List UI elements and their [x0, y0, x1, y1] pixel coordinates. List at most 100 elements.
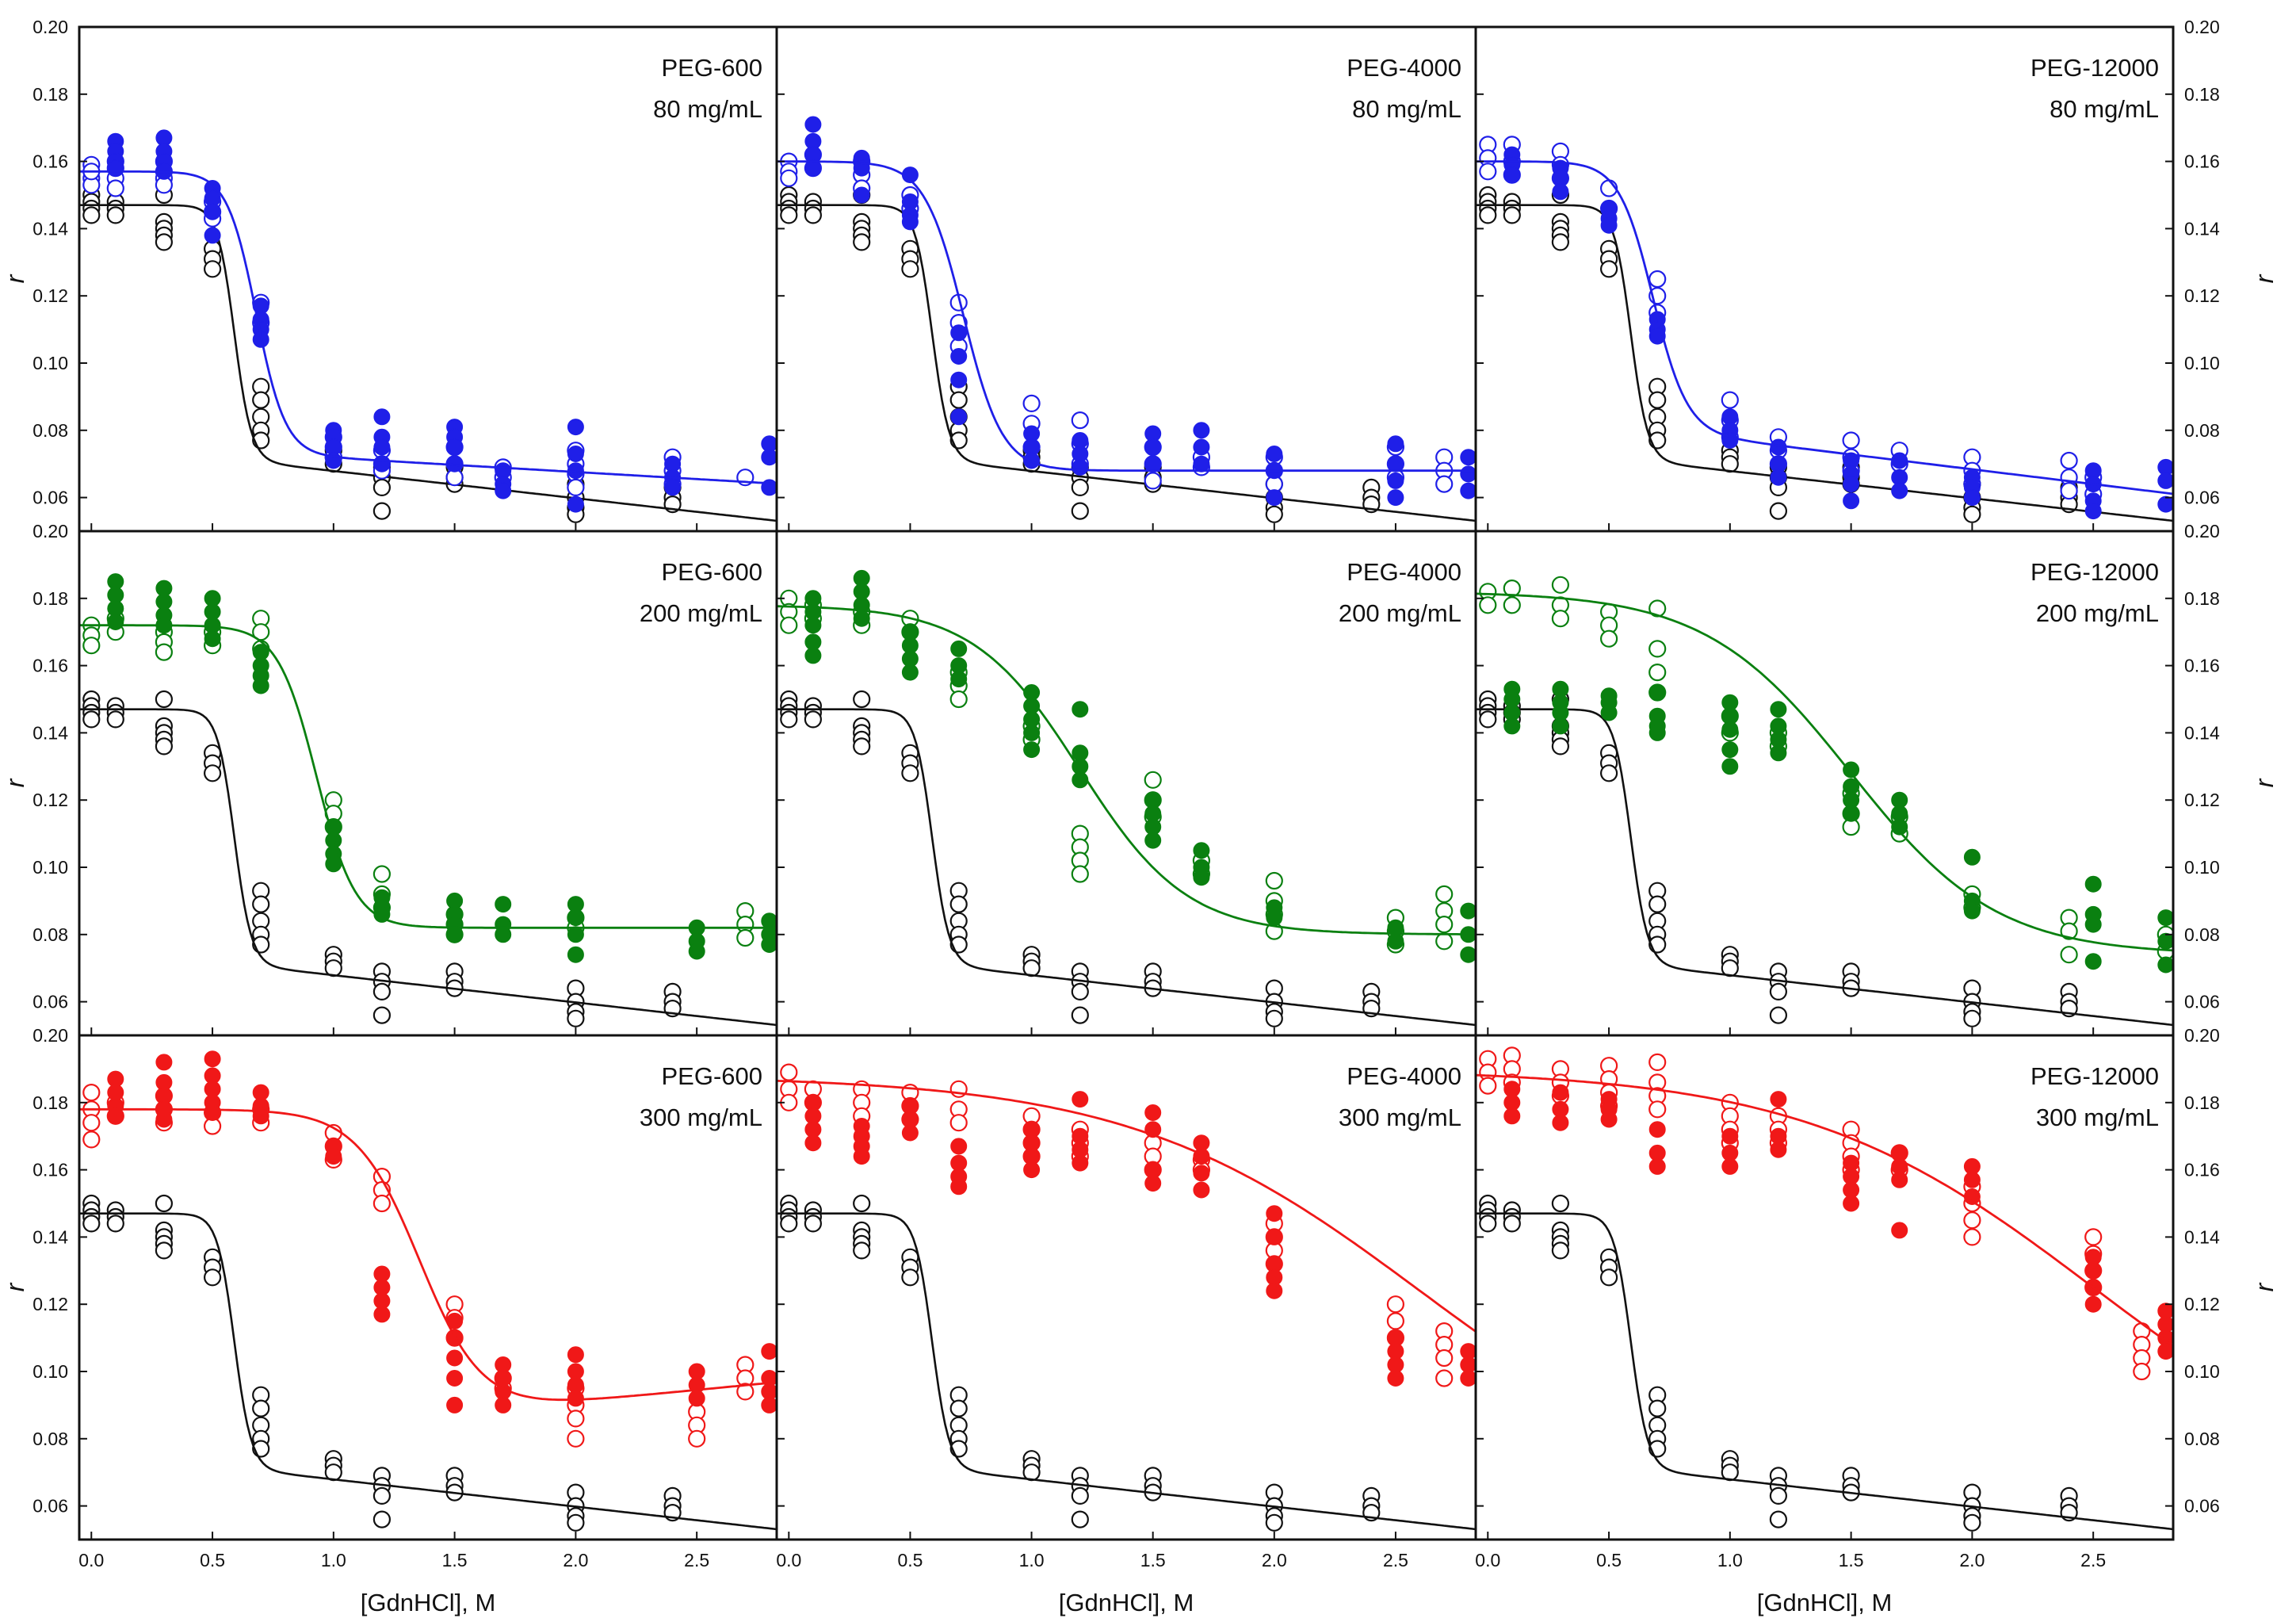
filled-point — [1266, 1228, 1283, 1245]
filled-point — [567, 909, 584, 927]
reference-point — [252, 895, 270, 913]
filled-point — [950, 671, 968, 688]
open-point — [372, 1194, 391, 1213]
filled-point — [1843, 805, 1860, 822]
filled-point — [2084, 953, 2102, 970]
filled-point — [1843, 761, 1860, 778]
y-tick-label: 0.10 — [32, 1361, 68, 1382]
filled-point — [1963, 1171, 1981, 1188]
reference-point — [1963, 505, 1981, 523]
filled-point — [901, 664, 919, 681]
open-point — [2084, 1228, 2103, 1246]
y-tick-label: 0.16 — [2184, 1160, 2220, 1180]
filled-point — [204, 630, 221, 648]
reference-point — [780, 710, 798, 729]
open-point — [1265, 871, 1283, 890]
reference-point — [804, 710, 823, 729]
reference-point — [1479, 206, 1497, 224]
reference-point — [901, 1268, 919, 1287]
reference-point — [1551, 1194, 1570, 1213]
x-tick-label: 1.0 — [1019, 1550, 1045, 1570]
panel-r3c2-reference — [777, 1194, 1476, 1532]
open-point — [1435, 1348, 1454, 1368]
reference-point — [1265, 505, 1283, 523]
filled-point — [2157, 1343, 2173, 1360]
y-tick-label: 0.08 — [32, 924, 68, 945]
y-tick-label: 0.14 — [32, 1226, 68, 1247]
x-tick-label: 0.0 — [1475, 1550, 1500, 1570]
panel-r3c1-series — [79, 1050, 777, 1448]
filled-point — [1072, 1091, 1089, 1108]
x-tick-label: 2.0 — [1959, 1550, 1985, 1570]
filled-point — [567, 946, 584, 963]
filled-point — [1721, 758, 1739, 775]
reference-point — [1551, 233, 1570, 251]
reference-point — [567, 1513, 585, 1532]
open-point — [736, 928, 755, 947]
reference-point — [901, 260, 919, 278]
fit-curve — [1476, 1073, 2173, 1348]
reference-point — [372, 1486, 391, 1505]
y-axis-label-right: r — [2250, 1282, 2279, 1291]
filled-point — [2157, 472, 2173, 489]
filled-point — [1072, 1154, 1089, 1172]
filled-point — [1387, 472, 1404, 489]
x-tick-label: 0.0 — [78, 1550, 104, 1570]
filled-point — [1770, 469, 1787, 486]
filled-point — [1144, 455, 1162, 472]
filled-point — [804, 617, 822, 634]
panel-r1c2-series — [777, 116, 1476, 507]
filled-point — [373, 1306, 391, 1323]
panel-title: PEG-4000 — [1347, 558, 1461, 586]
filled-point — [1843, 476, 1860, 493]
open-point — [949, 1114, 968, 1132]
filled-point — [1072, 458, 1089, 476]
reference-fit-curve — [79, 204, 777, 522]
filled-point — [252, 677, 269, 694]
filled-point — [804, 159, 822, 177]
y-tick-label: 0.16 — [2184, 151, 2220, 172]
fit-curve — [79, 624, 777, 929]
filled-point — [950, 1178, 968, 1195]
filled-point — [853, 1148, 870, 1165]
reference-point — [1071, 982, 1089, 1001]
y-tick-label: 0.06 — [2184, 992, 2220, 1012]
panel-subtitle: 300 mg/mL — [640, 1104, 762, 1131]
filled-point — [1721, 1157, 1739, 1175]
y-tick-label: 0.08 — [2184, 924, 2220, 945]
filled-point — [1721, 1127, 1739, 1145]
filled-point — [1503, 717, 1521, 735]
y-tick-label: 0.18 — [2184, 84, 2220, 105]
filled-point — [204, 1050, 221, 1068]
reference-point — [106, 1215, 124, 1233]
open-point — [82, 1114, 101, 1132]
open-point — [1435, 915, 1454, 934]
filled-point — [950, 371, 968, 388]
open-point — [1963, 1228, 1981, 1246]
filled-point — [2084, 1262, 2102, 1280]
reference-point — [949, 1399, 968, 1417]
filled-point — [1963, 848, 1981, 866]
panel-r2c1-series — [79, 573, 777, 963]
reference-point — [1769, 1486, 1787, 1505]
filled-point — [1266, 489, 1283, 507]
filled-point — [761, 449, 777, 466]
open-point — [1551, 576, 1570, 594]
reference-point — [949, 391, 968, 409]
filled-point — [1552, 183, 1569, 201]
reference-point — [1551, 737, 1570, 756]
open-point — [1551, 610, 1570, 628]
filled-point — [204, 1104, 221, 1121]
reference-point — [372, 1510, 391, 1528]
filled-point — [1503, 1107, 1521, 1125]
reference-point — [853, 233, 871, 251]
filled-point — [804, 1134, 822, 1152]
open-point — [1503, 579, 1521, 598]
open-point — [1648, 663, 1667, 682]
y-tick-label: 0.20 — [2184, 17, 2220, 37]
reference-point — [1479, 1215, 1497, 1233]
filled-point — [1144, 1104, 1162, 1121]
open-point — [1963, 1211, 1981, 1230]
reference-point — [1599, 260, 1618, 278]
filled-point — [1460, 465, 1476, 483]
